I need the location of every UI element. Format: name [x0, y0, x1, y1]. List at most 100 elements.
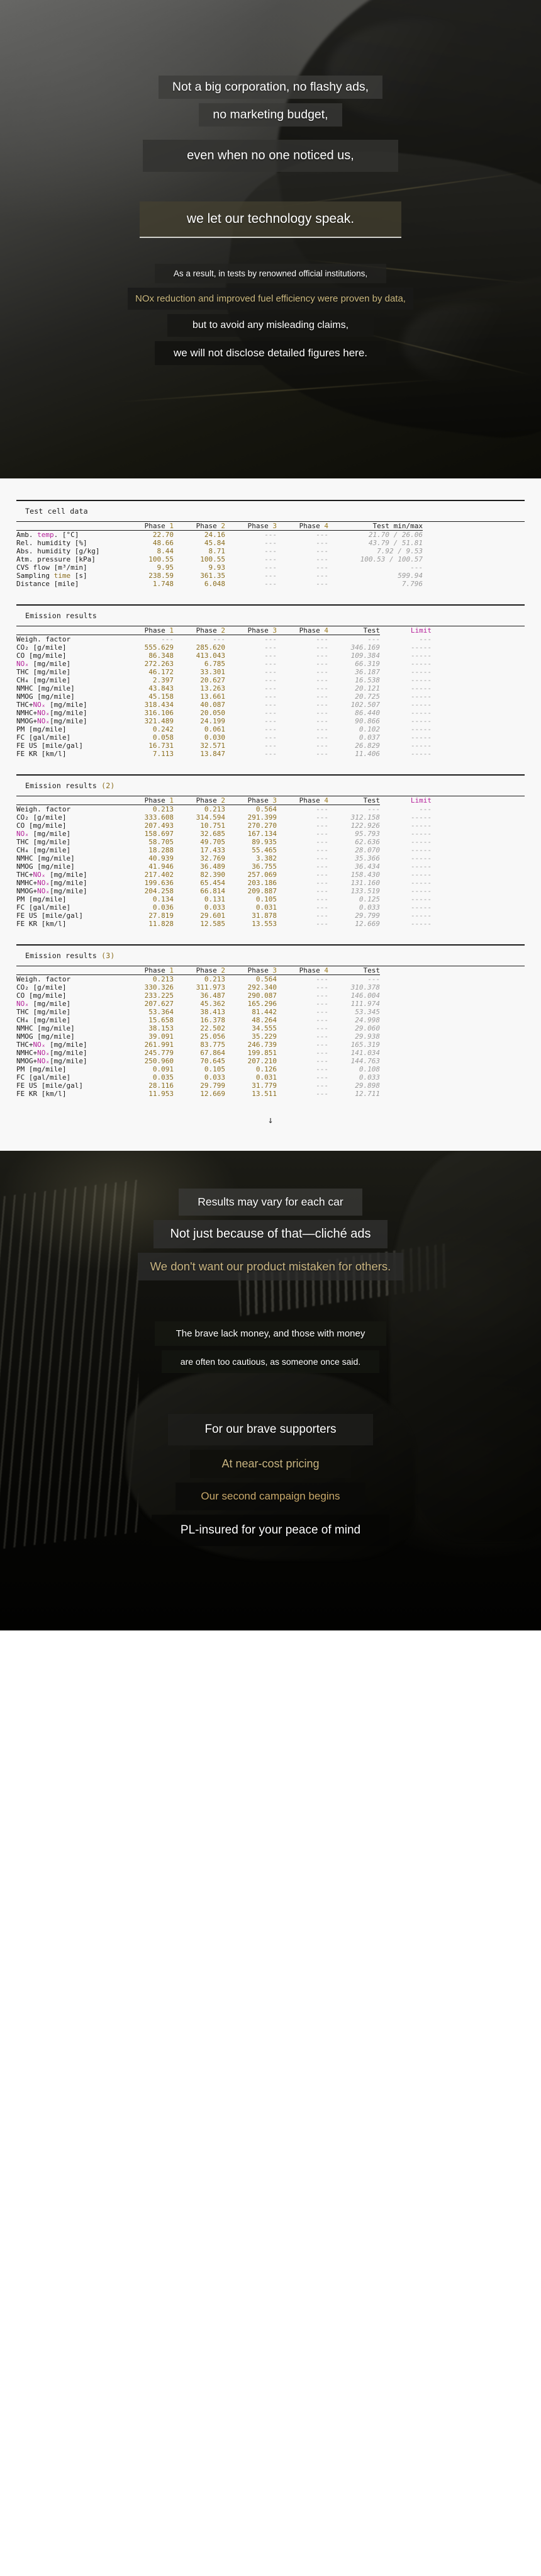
phase-number: 1 [169, 966, 174, 974]
table-cell: --- [316, 983, 328, 991]
table-cell: --- [316, 547, 328, 555]
table-row: CO₂ [g/mile] 330.326 311.973 292.340 --- 310.… [16, 983, 380, 991]
table-cell: 310.378 [350, 983, 380, 991]
table-cell: 272.263 [144, 660, 174, 668]
label-text: FE KR [km/l] [16, 1090, 67, 1098]
table-cell: 36.434 [355, 862, 380, 871]
nox-label: NOₓ [37, 709, 50, 717]
row-label: Distance [mile] [16, 580, 122, 588]
phase-number: 4 [324, 626, 328, 635]
table-cell: 0.564 [255, 805, 277, 813]
table-header-row: Phase 1 Phase 2 Phase 3 Phase 4 Test Limit [16, 796, 432, 805]
table-title: Emission results [25, 611, 97, 620]
label-text: Sampling [16, 572, 54, 580]
table-cell: --- [316, 1024, 328, 1032]
table-title-index: (2) [96, 781, 115, 790]
table-row: NMOG [mg/mile] 39.091 25.056 35.229 --- 29.93… [16, 1032, 380, 1041]
column-header-blank [16, 796, 122, 805]
table-cell: 0.242 [152, 725, 174, 733]
table-cell: --- [316, 920, 328, 928]
label-text: CO₂ [g/mile] [16, 983, 67, 991]
label-text: CH₄ [mg/mile] [16, 1016, 71, 1024]
table-row: Weigh. factor --- --- --- --- --- --- [16, 635, 432, 643]
row-label: CO [mg/mile] [16, 652, 122, 660]
table-top-rule [16, 944, 525, 946]
table-cell: --- [316, 1082, 328, 1090]
label-text: PM [mg/mile] [16, 1065, 67, 1073]
row-label: THC+NOₓ [mg/mile] [16, 1041, 122, 1049]
label-text: NMHC+ [16, 879, 38, 887]
table-cell: 199.851 [247, 1049, 277, 1057]
table-cell: --- [316, 871, 328, 879]
label-text: NMOG [mg/mile] [16, 692, 75, 701]
row-label: NMHC+NOₓ[mg/mile] [16, 879, 122, 887]
table-cell: 122.926 [350, 822, 380, 830]
table-cell: 316.106 [144, 709, 174, 717]
label-text: [mg/mile] [28, 830, 71, 838]
table-cell: 67.864 [200, 1049, 225, 1057]
table-cell: 318.434 [144, 701, 174, 709]
table-cell: 36.187 [355, 668, 380, 676]
table-cell: --- [316, 838, 328, 846]
table-cell: 0.213 [152, 805, 174, 813]
table-row: NMOG+NOₓ[mg/mile] 204.258 66.814 209.887 ---… [16, 887, 432, 895]
column-header-phase-1: Phase 1 [144, 626, 174, 635]
table-cell: 58.705 [148, 838, 174, 846]
table-cell: 207.627 [144, 1000, 174, 1008]
table-cell: ----- [410, 879, 432, 887]
table-cell: 0.031 [255, 1073, 277, 1082]
column-header-phase-1: Phase 1 [144, 966, 174, 974]
page-root: Not a big corporation, no flashy ads, no… [0, 0, 541, 1630]
table-row: NMHC+NOₓ[mg/mile] 245.779 67.864 199.851 ---… [16, 1049, 380, 1057]
label-text: FC [gal/mile] [16, 1073, 71, 1082]
label-text: Weigh. factor [16, 975, 71, 983]
label-text: CVS flow [m³/min] [16, 563, 87, 572]
label-text: [s] [70, 572, 87, 580]
table-cell: 270.270 [247, 822, 277, 830]
hero-line-6-gold: NOx reduction and improved fuel efficien… [128, 288, 413, 310]
table-cell: 36.489 [200, 862, 225, 871]
row-label: FC [gal/mile] [16, 733, 122, 742]
label-text: NMOG+ [16, 1057, 38, 1065]
scroll-down-arrow-icon[interactable]: ↓ [267, 1114, 274, 1126]
label-text: THC+ [16, 701, 33, 709]
table-cell: 49.705 [200, 838, 225, 846]
table-cell: --- [316, 1016, 328, 1024]
table-cell: 3.382 [255, 854, 277, 862]
table-cell: --- [316, 887, 328, 895]
table-cell: 312.158 [350, 813, 380, 822]
row-label: CVS flow [m³/min] [16, 563, 122, 572]
row-label: FE US [mile/gal] [16, 742, 122, 750]
row-label: NMOG [mg/mile] [16, 1032, 122, 1041]
label-text: THC [mg/mile] [16, 1008, 71, 1016]
row-label: NOₓ [mg/mile] [16, 1000, 122, 1008]
label-text: NMHC+ [16, 709, 38, 717]
table-cell: 0.035 [152, 1073, 174, 1082]
table-cell: 203.186 [247, 879, 277, 887]
table-cell: --- [264, 701, 277, 709]
table-cell: 0.031 [255, 903, 277, 912]
label-text: [mg/mile] [28, 660, 71, 668]
table-row: CH₄ [mg/mile] 2.397 20.627 --- --- 16.538 ----… [16, 676, 432, 684]
table-row: NOₓ [mg/mile] 272.263 6.785 --- --- 66.319 ---… [16, 660, 432, 668]
table-cell: 24.199 [200, 717, 225, 725]
table-cell: 28.070 [355, 846, 380, 854]
phase-number: 2 [221, 522, 225, 530]
row-label: NMHC+NOₓ[mg/mile] [16, 709, 122, 717]
row-label: Sampling time [s] [16, 572, 122, 580]
table-cell: 361.35 [200, 572, 225, 580]
table-cell: 45.362 [200, 1000, 225, 1008]
table-cell: 29.060 [355, 1024, 380, 1032]
table-cell: --- [316, 879, 328, 887]
table-cell: 29.799 [200, 1082, 225, 1090]
hero-headline: we let our technology speak. [139, 201, 402, 238]
table-cell: --- [316, 684, 328, 692]
table-cell: 144.763 [350, 1057, 380, 1065]
table-cell: 0.131 [204, 895, 225, 903]
table-cell: ----- [410, 912, 432, 920]
column-header-blank [16, 966, 122, 974]
label-text: PM [mg/mile] [16, 895, 67, 903]
nox-label: NOₓ [33, 701, 46, 709]
table-cell: 245.779 [144, 1049, 174, 1057]
row-label: FE KR [km/l] [16, 920, 122, 928]
